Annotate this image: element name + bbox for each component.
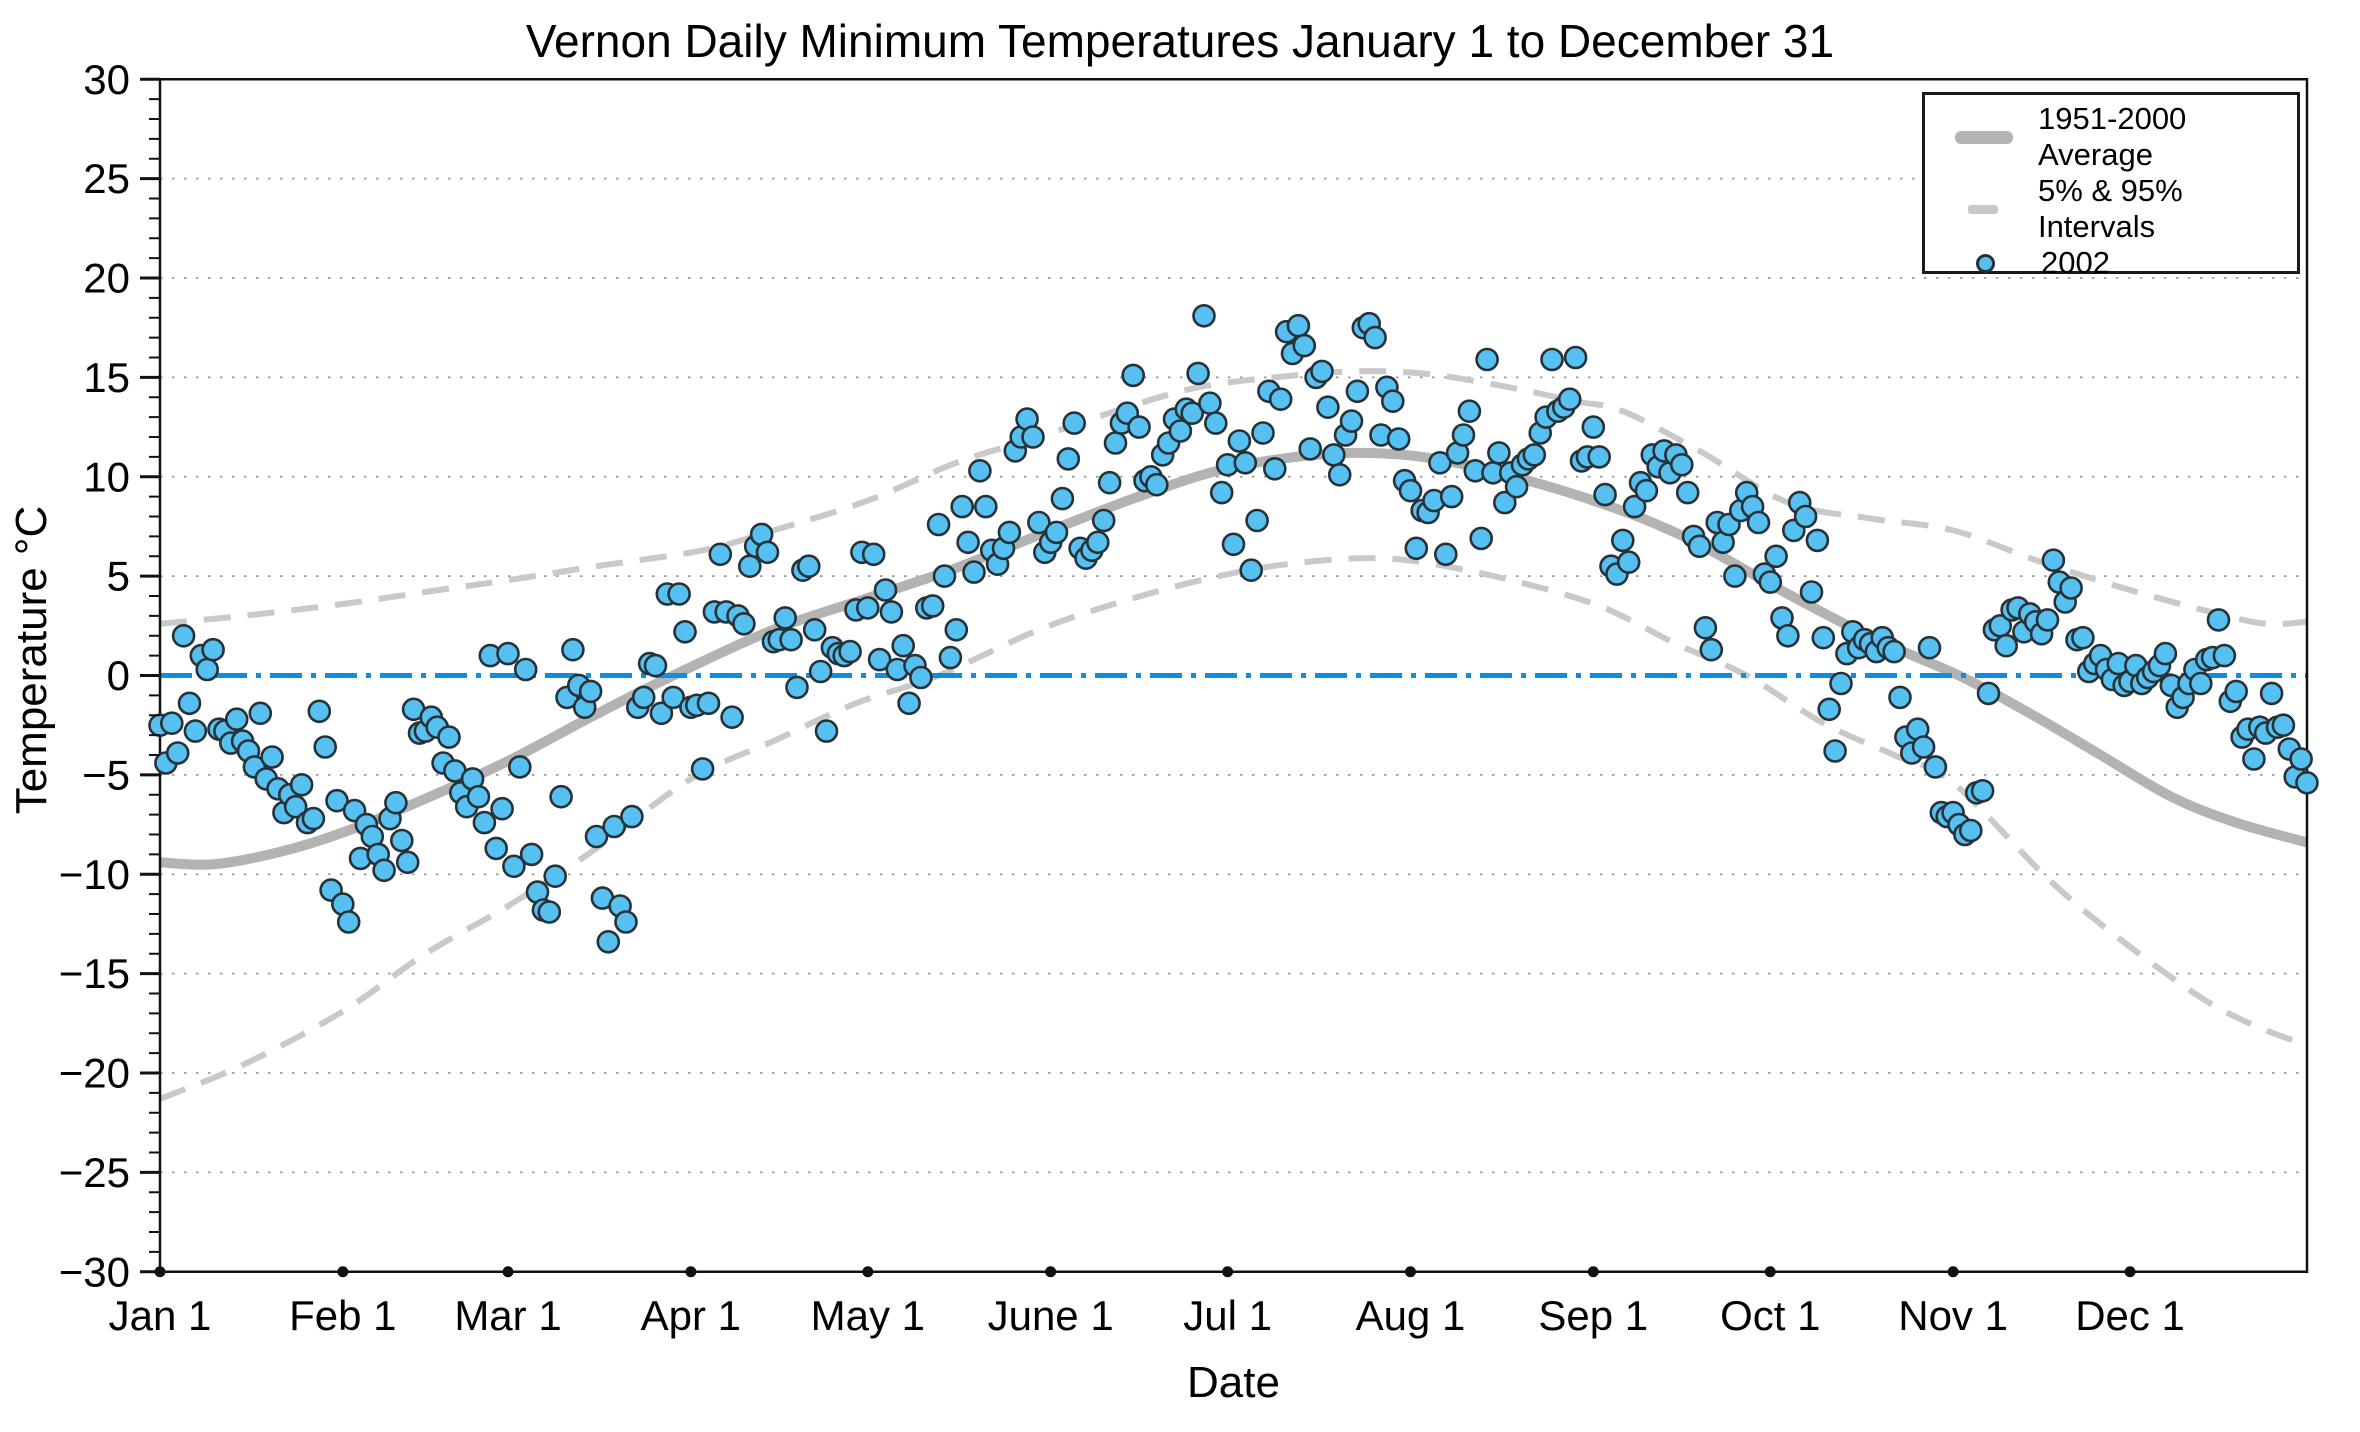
month-tick-dot	[685, 1266, 697, 1278]
month-tick-label: Oct 1	[1720, 1292, 1820, 1339]
series	[158, 368, 2309, 1102]
legend-label-intervals: 5% & 95% Intervals	[2037, 173, 2183, 244]
month-tick-label: Sep 1	[1538, 1292, 1648, 1339]
month-tick-dot	[862, 1266, 874, 1278]
month-tick-dot	[1947, 1266, 1959, 1278]
x-axis: Jan 1 Feb 1 Mar 1 Apr 1 May 1 June 1 Jul 1 Aug …	[109, 1266, 2185, 1339]
svg-text:5: 5	[107, 553, 130, 600]
month-tick-label: Jul 1	[1183, 1292, 1272, 1339]
legend-item-intervals: 5% & 95% Intervals	[1949, 173, 2297, 245]
month-tick-dot	[1404, 1266, 1416, 1278]
svg-text:10: 10	[83, 453, 130, 500]
month-tick-label: Nov 1	[1898, 1292, 2008, 1339]
svg-text:−25: −25	[59, 1149, 130, 1196]
month-tick-dot	[337, 1266, 349, 1278]
chart-title: Vernon Daily Minimum Temperatures Januar…	[525, 15, 1835, 67]
month-tick-label: May 1	[811, 1292, 925, 1339]
svg-text:0: 0	[107, 652, 130, 699]
legend: 1951-2000 Average 5% & 95% Intervals 200…	[1922, 92, 2300, 280]
month-tick-dot	[1222, 1266, 1234, 1278]
month-tick-dot	[2124, 1266, 2136, 1278]
svg-text:25: 25	[83, 155, 130, 202]
scatter-points-2002	[148, 303, 2319, 954]
month-tick-dot	[154, 1266, 166, 1278]
scatter-dot-swatch	[1949, 253, 2021, 273]
month-tick-label: Feb 1	[289, 1292, 396, 1339]
svg-text:−30: −30	[59, 1248, 130, 1295]
y-axis-title: Temperature °C	[7, 505, 56, 815]
interval-line	[159, 368, 2308, 628]
legend-label-average: 1951-2000 Average	[2038, 101, 2187, 172]
month-tick-dot	[1587, 1266, 1599, 1278]
legend-label-2002: 2002	[2041, 245, 2110, 280]
month-tick-label: Jan 1	[109, 1292, 212, 1339]
month-tick-label: Aug 1	[1356, 1292, 1466, 1339]
month-tick-dot	[502, 1266, 514, 1278]
month-tick-dot	[1764, 1266, 1776, 1278]
month-tick-label: Mar 1	[454, 1292, 561, 1339]
legend-item-average: 1951-2000 Average	[1949, 101, 2297, 173]
svg-text:−10: −10	[59, 851, 130, 898]
svg-text:30: 30	[83, 56, 130, 103]
y-axis: −30 −25 −20 −15 −10 −5 0 5 10 15 20 25 30	[59, 56, 160, 1295]
svg-text:15: 15	[83, 354, 130, 401]
interval-dash-swatch	[1949, 204, 2018, 214]
month-tick-label: June 1	[988, 1292, 1114, 1339]
svg-text:20: 20	[83, 255, 130, 302]
legend-item-2002: 2002	[1949, 245, 2297, 281]
month-tick-label: Apr 1	[641, 1292, 741, 1339]
svg-text:−20: −20	[59, 1050, 130, 1097]
month-tick-dot	[1045, 1266, 1057, 1278]
svg-text:−5: −5	[82, 751, 130, 798]
svg-text:−15: −15	[59, 950, 130, 997]
month-tick-label: Dec 1	[2075, 1292, 2185, 1339]
average-line-swatch	[1949, 130, 2018, 144]
x-axis-title: Date	[1187, 1358, 1280, 1407]
